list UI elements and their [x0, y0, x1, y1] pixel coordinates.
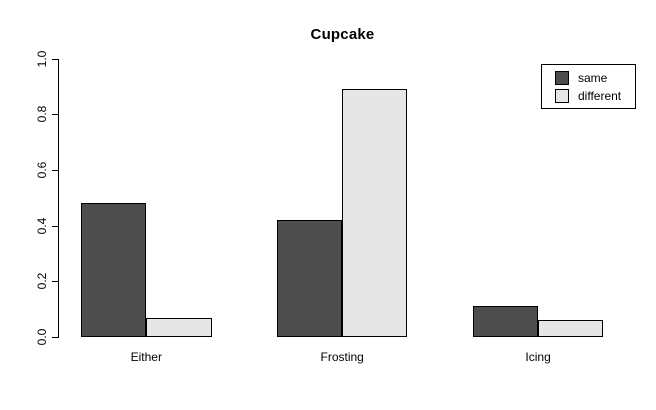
legend-label-same: same: [578, 70, 608, 85]
y-axis: [58, 58, 59, 338]
y-tick-label: 0.2: [35, 272, 49, 290]
legend: same different: [541, 64, 636, 109]
legend-swatch-different-icon: [555, 88, 569, 103]
x-axis-label-frosting: Frosting: [320, 350, 364, 364]
legend-label-different: different: [578, 88, 622, 103]
bar-different-either: [146, 317, 212, 337]
legend-item-different: different: [555, 88, 635, 103]
y-tick-label: 0.4: [35, 217, 49, 234]
x-axis-label-either: Either: [130, 350, 162, 364]
y-tick-label: 0.8: [35, 105, 49, 123]
y-axis-tick: [52, 281, 58, 283]
bar-same-either: [81, 203, 147, 337]
y-axis-tick: [52, 169, 58, 171]
y-axis-tick: [52, 58, 58, 60]
x-axis-label-icing: Icing: [525, 350, 551, 364]
y-axis-tick: [52, 114, 58, 116]
y-tick-label: 0.6: [35, 161, 49, 179]
y-tick-label: 1.0: [35, 50, 49, 67]
bar-same-icing: [472, 306, 539, 337]
legend-swatch-same-icon: [555, 70, 569, 85]
bar-same-frosting: [276, 220, 343, 337]
bar-different-icing: [538, 320, 604, 337]
y-tick-label: 0.0: [35, 328, 49, 346]
y-axis-tick: [52, 337, 58, 338]
bar-different-frosting: [342, 89, 408, 337]
legend-item-same: same: [555, 70, 635, 85]
chart-title: Cupcake: [310, 26, 375, 43]
y-axis-tick: [52, 225, 58, 227]
